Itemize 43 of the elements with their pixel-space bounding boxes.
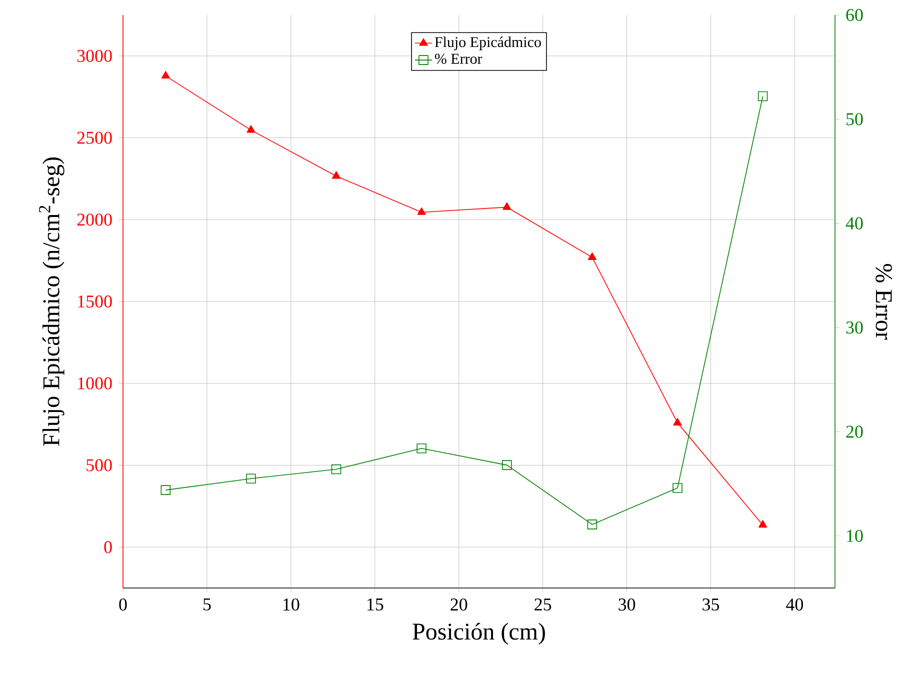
point (502, 202, 512, 210)
point (672, 483, 682, 493)
point (331, 464, 342, 474)
y2-tick-label: 50 (846, 113, 863, 126)
x-tick-label: 25 (534, 598, 552, 611)
x-tick-label: 5 (204, 598, 211, 610)
x-axis-title: Posición (cm) (412, 622, 545, 645)
y-tick-label: 500 (86, 459, 112, 472)
y-tick-label: 2000 (77, 214, 112, 226)
point (161, 71, 170, 79)
legend-label: Flujo Epicádmico (434, 36, 541, 50)
x-tick-label: 30 (618, 598, 636, 611)
x-tick-label: 10 (284, 598, 300, 611)
y2-tick-label: 10 (847, 530, 863, 542)
y2-tick-label: 40 (846, 217, 863, 230)
point (587, 520, 598, 530)
point (417, 207, 426, 215)
y2-tick-label: 60 (846, 8, 863, 22)
y2-axis-title: % Error (876, 264, 892, 340)
y-tick-label: 3000 (77, 50, 112, 62)
y-tick-label: 0 (104, 541, 112, 554)
x-tick-label: 15 (367, 598, 384, 611)
x-tick-label: 35 (702, 598, 720, 611)
point (758, 520, 768, 528)
y2-tick-label: 20 (846, 426, 863, 438)
y2-tick-label: 30 (846, 321, 863, 334)
point (332, 171, 341, 179)
x-tick-label: 0 (119, 598, 127, 611)
x-tick-label: 20 (450, 598, 468, 611)
point (160, 485, 171, 495)
y-tick-label: 1500 (78, 295, 112, 308)
point (588, 252, 596, 260)
point (502, 460, 512, 470)
point (673, 418, 682, 426)
x-tick-label: 40 (786, 598, 804, 611)
point (758, 91, 768, 102)
point (416, 444, 426, 454)
point (246, 125, 256, 133)
y-tick-label: 1000 (78, 377, 112, 390)
point (246, 474, 256, 484)
y-axis-title: Flujo Epicádmico (n/cm$^{2}$-seg) (39, 157, 64, 446)
y-tick-label: 2500 (77, 132, 112, 144)
legend-label: % Error (434, 54, 482, 64)
